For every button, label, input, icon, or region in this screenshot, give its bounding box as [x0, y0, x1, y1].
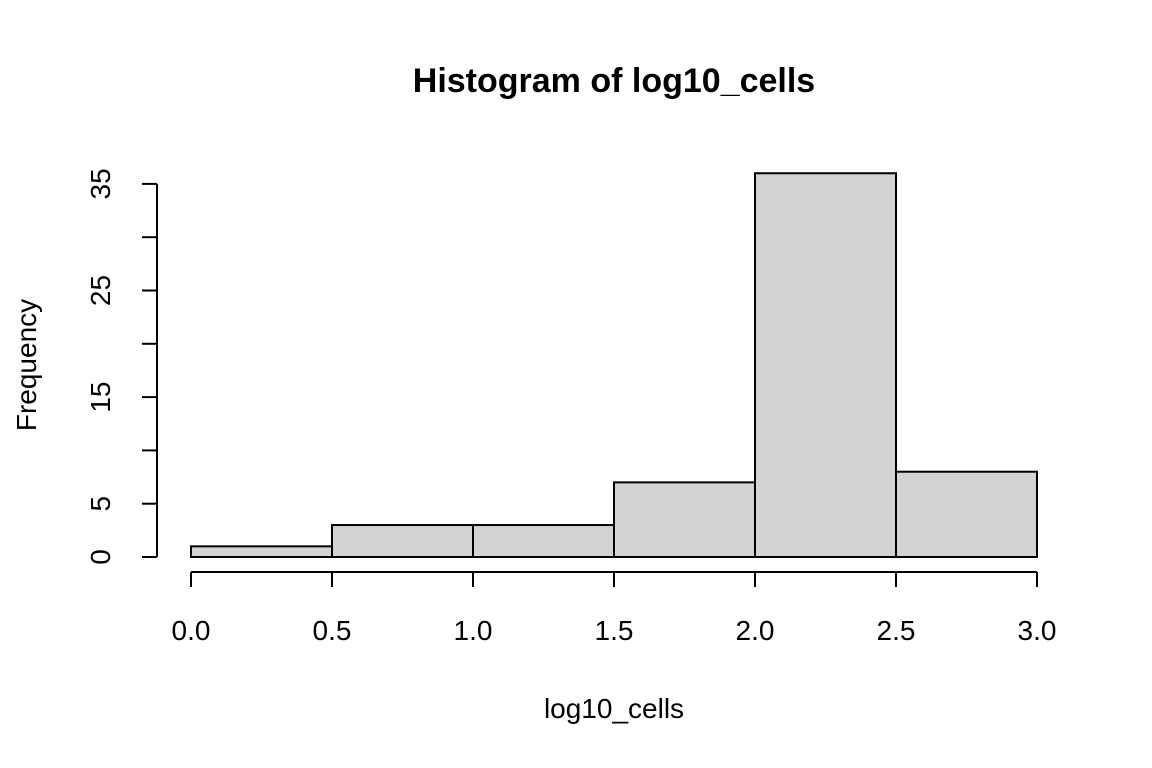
y-tick-label: 35 [85, 168, 116, 199]
x-tick-label: 2.0 [736, 615, 775, 646]
y-tick-label: 15 [85, 382, 116, 413]
x-tick-label: 0.0 [172, 615, 211, 646]
histogram-bar-2 [472, 524, 615, 559]
x-axis-label: log10_cells [544, 693, 684, 724]
histogram-bar-1 [331, 524, 474, 559]
y-axis: 0 5 15 25 35 [85, 168, 158, 565]
x-tick-label: 0.5 [313, 615, 352, 646]
histogram-bar-5 [895, 470, 1038, 558]
histogram-bar-0 [190, 545, 333, 559]
y-axis-label: Frequency [11, 299, 42, 431]
x-axis: 0.0 0.5 1.0 1.5 2.0 2.5 3.0 [172, 571, 1057, 646]
x-tick-label: 1.5 [595, 615, 634, 646]
chart-title: Histogram of log10_cells [413, 62, 815, 100]
x-tick-label: 1.0 [454, 615, 493, 646]
x-tick-label: 2.5 [877, 615, 916, 646]
histogram-bar-3 [613, 481, 756, 559]
y-tick-label: 5 [85, 496, 116, 512]
bars-group [190, 172, 1038, 559]
y-tick-label: 0 [85, 549, 116, 565]
histogram-bar-4 [754, 172, 897, 559]
x-tick-label: 3.0 [1018, 615, 1057, 646]
y-tick-label: 25 [85, 275, 116, 306]
